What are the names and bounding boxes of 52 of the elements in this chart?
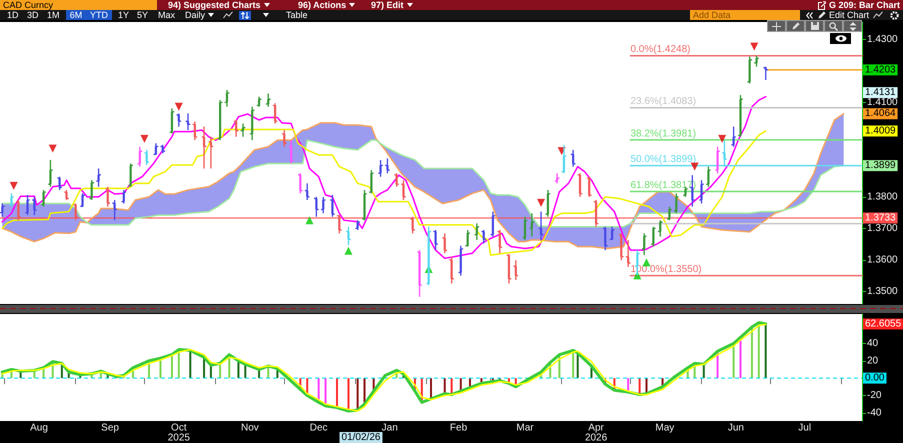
x-tick-label: Nov — [240, 422, 259, 434]
x-tick-label: Jun — [728, 422, 744, 434]
text: 62.6055 — [865, 318, 902, 330]
x-tick-label: Aug — [30, 422, 48, 434]
text-field: Add Data — [690, 10, 800, 20]
x-tick-label: Jan — [382, 422, 398, 434]
y-tick-label: 1.4300 — [867, 34, 898, 45]
x-tick-label: May — [655, 422, 674, 434]
series-label: 0.0%(1.4248) — [630, 44, 690, 56]
y-tick-label: 20 — [867, 355, 879, 366]
x-tick-label: Oct 2025 — [168, 422, 190, 443]
x-tick-label: Dec — [310, 422, 328, 434]
text: 5Y — [137, 10, 148, 20]
x-tick-label: Feb — [450, 422, 468, 434]
text: Edit Chart — [829, 10, 870, 20]
text: YTD — [90, 10, 108, 20]
text: G 209: Bar Chart — [828, 0, 900, 10]
series-label: 50.0%(1.3899) — [630, 154, 696, 166]
text: 97) Edit — [371, 0, 404, 10]
text: 1M — [47, 10, 60, 20]
series-label: 23.6%(1.4083) — [630, 96, 696, 108]
annotation: 1.3899 — [865, 160, 896, 172]
x-tick-label: Sep — [101, 422, 120, 434]
y-tick-label: 1.3700 — [867, 222, 898, 234]
text: 94) Suggested Charts — [168, 0, 261, 10]
x-tick-label: Apr 2026 — [584, 422, 608, 443]
text: Daily — [185, 10, 206, 20]
ref-line-label: 1.3733 — [865, 212, 896, 224]
text: Max — [158, 10, 176, 20]
text: 6M — [70, 10, 82, 20]
y-tick-label: 1.3500 — [867, 286, 898, 297]
text: 1Y — [118, 10, 130, 20]
y-tick-label: 1.4100 — [867, 96, 898, 108]
text: 96) Actions — [298, 0, 346, 10]
annotation: 1.4009 — [865, 126, 896, 137]
y-tick-label: -20 — [867, 390, 882, 401]
text: 3D — [27, 10, 39, 20]
x-tick-label: Mar — [516, 422, 534, 434]
text: 1D — [7, 10, 19, 20]
x-tick-label: Jul — [798, 422, 812, 434]
annotation: 1.4203 — [865, 64, 896, 76]
y-tick-label: 1.3600 — [867, 254, 898, 266]
y-tick-label: 1.3800 — [867, 191, 898, 202]
annotation: 1.4064 — [865, 108, 896, 120]
chart-title: CAD Curncy — [0, 0, 157, 10]
series-label: 38.2%(1.3981) — [630, 128, 696, 140]
text: 01/02/26 — [342, 432, 381, 443]
annotation: 1.4131 — [865, 87, 896, 98]
y-tick-label: 40 — [867, 338, 879, 349]
text: Table — [286, 10, 308, 20]
ref-line-label: 0.00 — [865, 372, 885, 384]
y-tick-label: -40 — [867, 407, 882, 418]
